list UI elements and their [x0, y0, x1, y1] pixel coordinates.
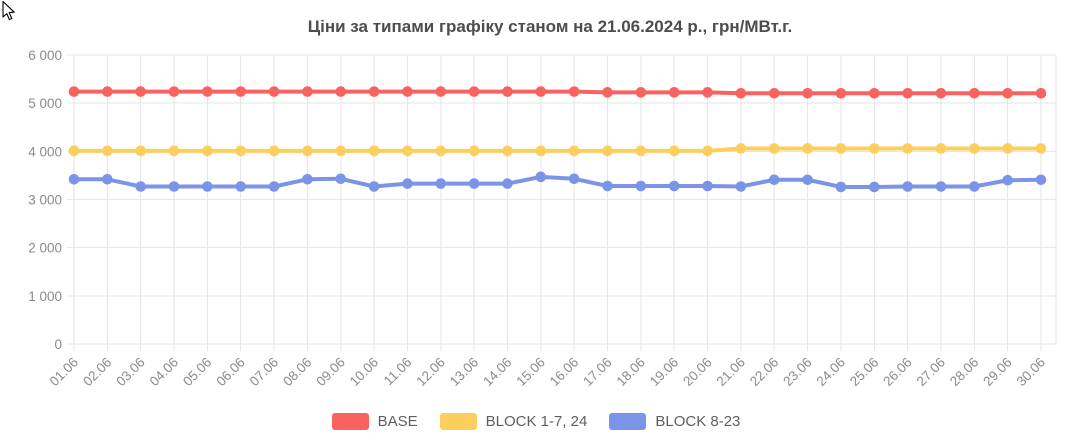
svg-text:4 000: 4 000: [28, 144, 62, 159]
legend-swatch-base: [331, 413, 369, 430]
legend-label-block-8-23: BLOCK 8-23: [655, 413, 741, 430]
svg-text:12.06: 12.06: [413, 355, 448, 390]
chart-title: Ціни за типами графіку станом на 21.06.2…: [307, 17, 793, 36]
svg-text:1 000: 1 000: [28, 289, 62, 304]
svg-text:28.06: 28.06: [947, 355, 982, 390]
svg-text:30.06: 30.06: [1014, 355, 1049, 390]
legend-item-block-1-7-24[interactable]: BLOCK 1-7, 24: [439, 413, 588, 430]
legend-label-block-1-7-24: BLOCK 1-7, 24: [485, 413, 588, 430]
svg-text:05.06: 05.06: [180, 355, 215, 390]
svg-text:19.06: 19.06: [647, 355, 682, 390]
svg-text:03.06: 03.06: [113, 355, 148, 390]
svg-text:22.06: 22.06: [747, 355, 782, 390]
svg-text:3 000: 3 000: [28, 193, 62, 208]
price-line-chart-plot[interactable]: 0 1 000 2 000 3 000 4 000 5 000 6 000 01.0602.0…: [0, 0, 1072, 408]
svg-text:18.06: 18.06: [613, 355, 648, 390]
svg-text:10.06: 10.06: [347, 355, 382, 390]
svg-text:17.06: 17.06: [580, 355, 615, 390]
svg-text:24.06: 24.06: [814, 355, 849, 390]
svg-text:20.06: 20.06: [680, 355, 715, 390]
svg-text:09.06: 09.06: [313, 355, 348, 390]
svg-text:5 000: 5 000: [28, 96, 62, 111]
legend-swatch-block-1-7-24: [439, 413, 477, 430]
svg-text:23.06: 23.06: [780, 355, 815, 390]
svg-text:01.06: 01.06: [47, 355, 82, 390]
svg-text:04.06: 04.06: [147, 355, 182, 390]
mouse-cursor-icon: [2, 1, 15, 21]
svg-text:0: 0: [54, 337, 62, 352]
svg-text:2 000: 2 000: [28, 241, 62, 256]
legend-item-block-8-23[interactable]: BLOCK 8-23: [609, 413, 740, 430]
svg-text:07.06: 07.06: [247, 355, 282, 390]
svg-text:16.06: 16.06: [547, 355, 582, 390]
svg-text:02.06: 02.06: [80, 355, 115, 390]
svg-text:13.06: 13.06: [447, 355, 482, 390]
svg-text:25.06: 25.06: [847, 355, 882, 390]
svg-text:11.06: 11.06: [381, 355, 415, 389]
svg-text:15.06: 15.06: [513, 355, 548, 390]
svg-text:14.06: 14.06: [480, 355, 515, 390]
svg-text:08.06: 08.06: [280, 355, 315, 390]
svg-text:21.06: 21.06: [714, 355, 749, 390]
chart-legend: BASE BLOCK 1-7, 24 BLOCK 8-23: [0, 413, 1072, 430]
svg-text:29.06: 29.06: [980, 355, 1015, 390]
svg-text:27.06: 27.06: [914, 355, 949, 390]
svg-text:26.06: 26.06: [880, 355, 915, 390]
svg-text:06.06: 06.06: [213, 355, 248, 390]
svg-text:6 000: 6 000: [28, 48, 62, 63]
legend-item-base[interactable]: BASE: [331, 413, 418, 430]
legend-label-base: BASE: [377, 413, 418, 430]
legend-swatch-block-8-23: [609, 413, 647, 430]
